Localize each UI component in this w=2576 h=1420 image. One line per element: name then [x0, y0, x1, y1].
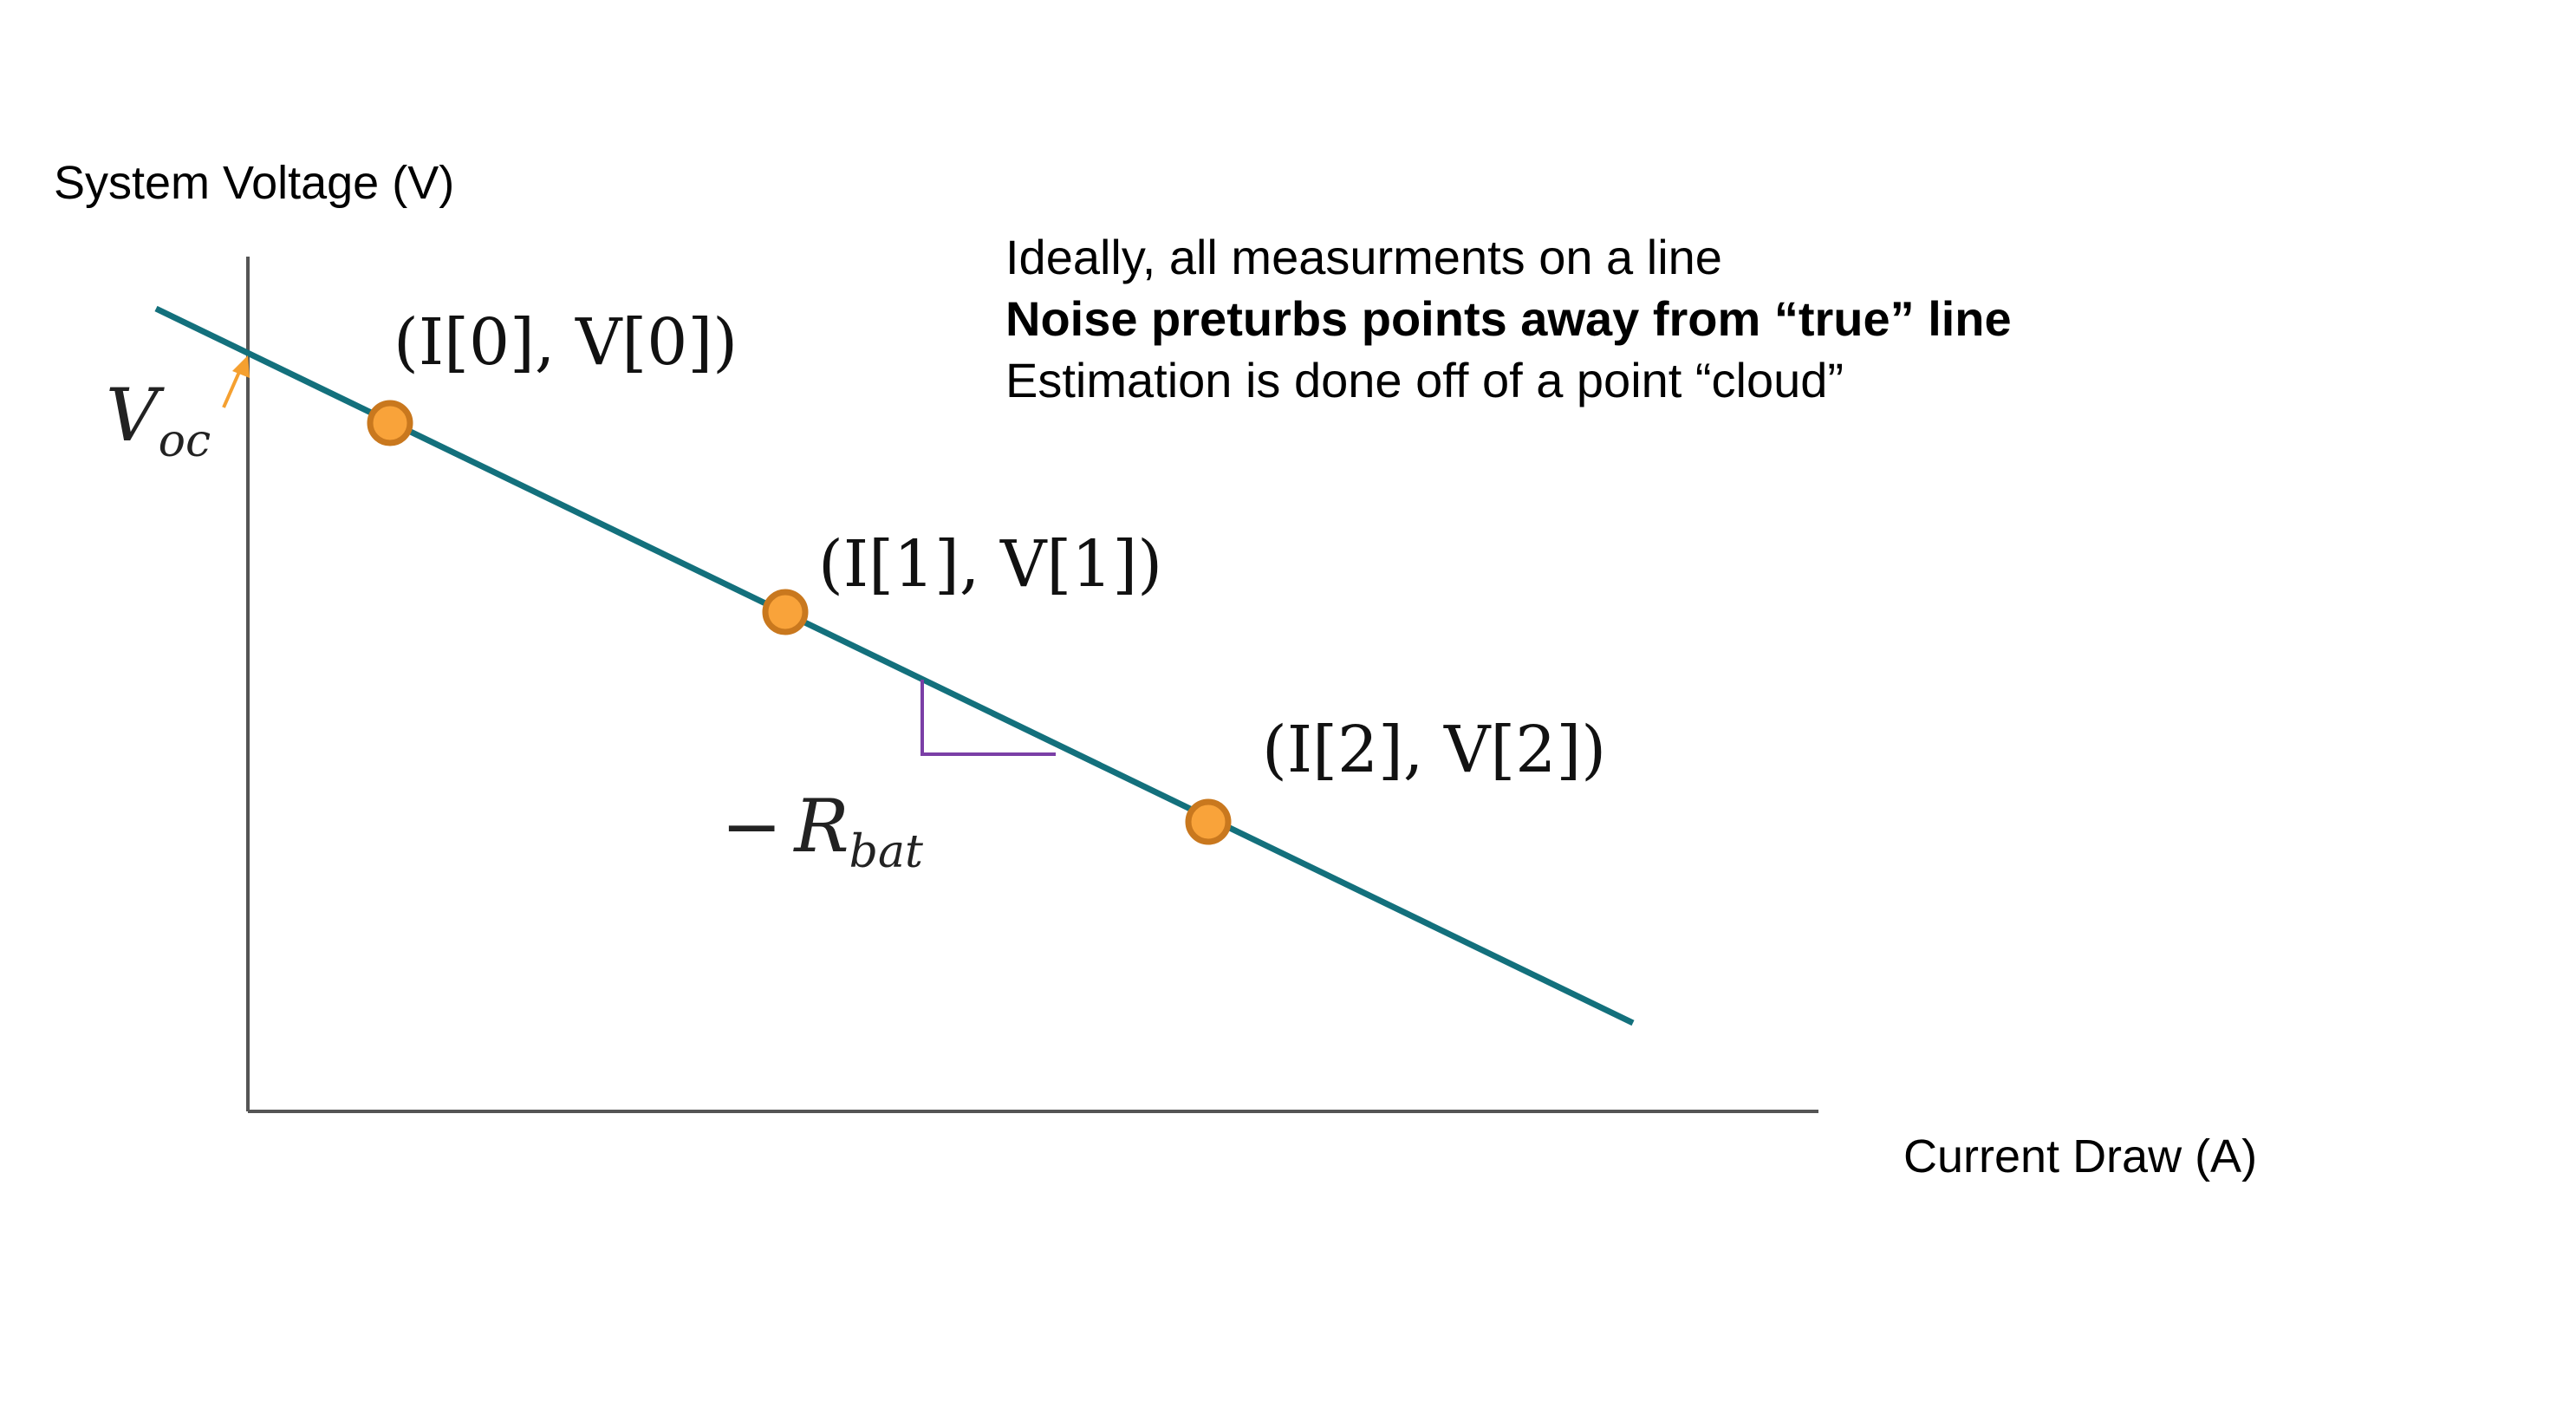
measurement-point-1 [762, 589, 809, 635]
slope-label: − Rbat [721, 784, 923, 878]
note-estimation: Estimation is done off of a point “cloud… [1005, 353, 1844, 407]
y-axis-label: System Voltage (V) [54, 157, 455, 209]
slope-label-sign: − [721, 784, 783, 869]
measurement-point-2 [1185, 798, 1232, 845]
x-axis-label: Current Draw (A) [1903, 1130, 2258, 1182]
point-label-2: (I[2], V[2]) [1262, 713, 1607, 787]
intercept-label-sub: oc [158, 415, 211, 468]
note-ideal-line: Ideally, all measurments on a line [1005, 230, 1722, 284]
point-label-1: (I[1], V[1]) [818, 527, 1163, 602]
measurement-point-0 [367, 400, 413, 446]
slope-label-sub: bat [849, 826, 923, 879]
intercept-label: Voc [106, 373, 211, 467]
intercept-arrowhead [232, 355, 250, 378]
intercept-label-main: V [106, 373, 159, 458]
slope-marker [920, 680, 1056, 756]
point-label-0: (I[0], V[0]) [394, 305, 738, 380]
slope-label-main: R [794, 784, 849, 869]
note-noise: Noise preturbs points away from “true” l… [1005, 291, 2012, 346]
